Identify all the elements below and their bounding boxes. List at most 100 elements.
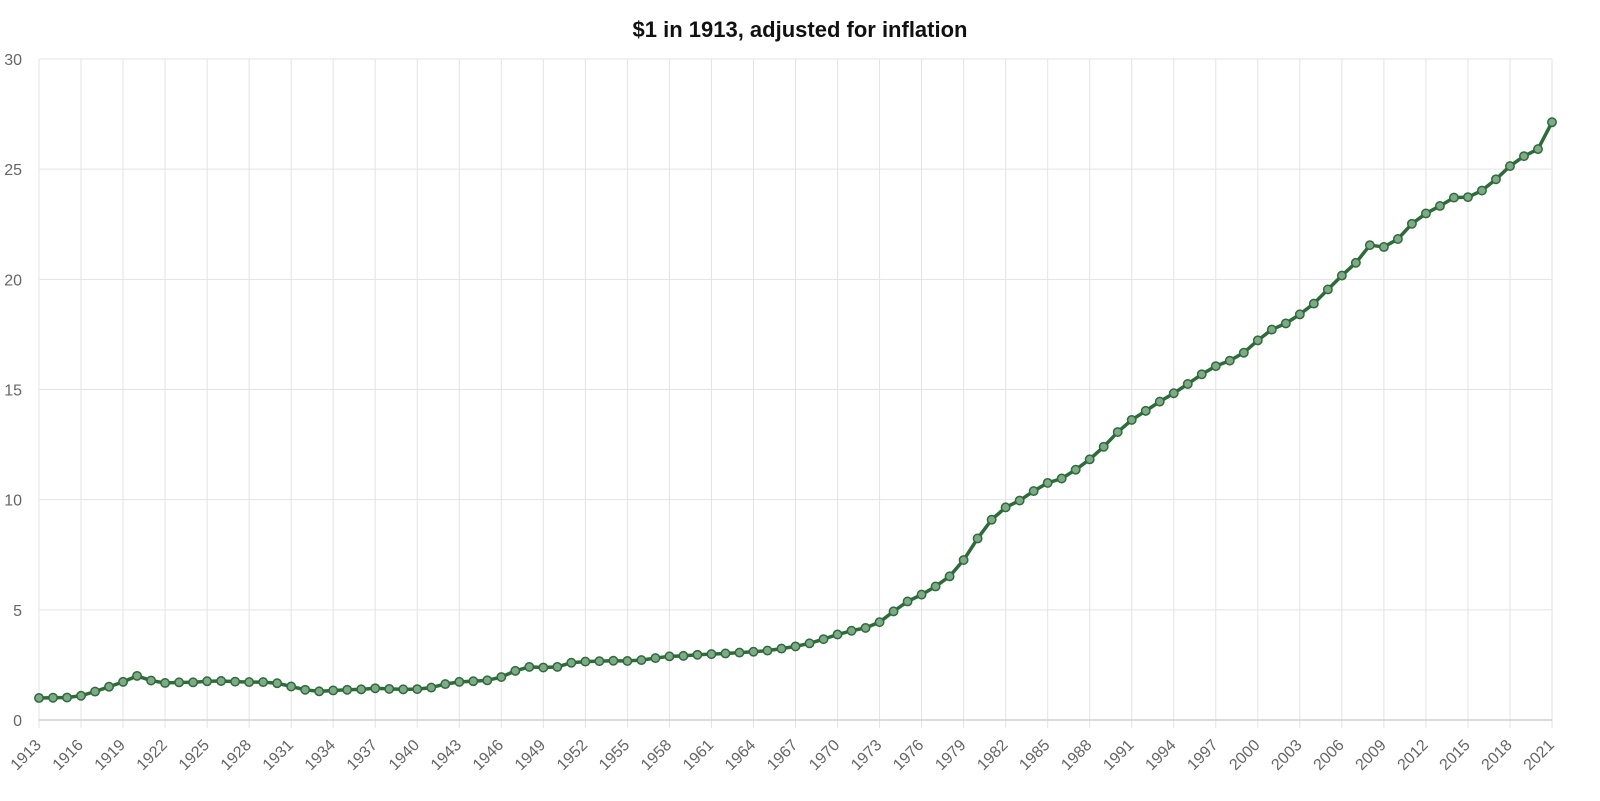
data-point	[1533, 144, 1543, 155]
data-point	[860, 622, 871, 633]
data-point	[1014, 495, 1025, 506]
data-point	[1378, 241, 1389, 252]
x-tick-label: 1955	[596, 737, 633, 774]
x-tick-label: 1949	[512, 737, 549, 774]
data-point	[384, 683, 395, 694]
data-point	[272, 678, 283, 689]
x-tick-label: 1982	[974, 737, 1011, 774]
x-tick-label: 1985	[1016, 737, 1053, 774]
data-point	[720, 648, 731, 659]
x-tick-label: 1970	[806, 737, 843, 774]
data-point	[1000, 502, 1011, 513]
data-point	[818, 634, 829, 645]
data-point	[34, 693, 44, 703]
x-tick-label: 2012	[1395, 737, 1432, 774]
x-tick-label: 1940	[386, 737, 423, 774]
x-tick-label: 1976	[890, 737, 927, 774]
chart-title: $1 in 1913, adjusted for inflation	[633, 17, 968, 42]
data-point	[1112, 427, 1123, 437]
data-point	[608, 655, 619, 666]
data-point	[258, 677, 269, 688]
data-point	[1070, 464, 1081, 475]
data-point	[1350, 257, 1361, 268]
data-point	[328, 685, 339, 696]
data-point	[1462, 192, 1473, 203]
x-tick-label: 1916	[50, 737, 87, 774]
data-point	[594, 656, 605, 667]
data-point	[1336, 270, 1347, 281]
data-point	[902, 596, 913, 607]
data-point	[1392, 234, 1403, 244]
x-tick-label: 2003	[1268, 737, 1305, 774]
data-point	[944, 571, 955, 582]
data-point	[636, 655, 647, 666]
x-tick-label: 1964	[722, 737, 759, 774]
data-point	[188, 677, 199, 688]
data-point	[118, 676, 129, 687]
data-point	[1308, 298, 1319, 309]
data-point	[762, 645, 773, 656]
data-point	[1042, 477, 1053, 488]
data-point	[1434, 201, 1445, 211]
data-point	[524, 661, 535, 672]
data-point	[1098, 441, 1109, 452]
x-tick-label: 1952	[554, 737, 591, 774]
y-tick-label: 5	[13, 603, 22, 620]
data-point	[1154, 396, 1165, 407]
data-point	[1056, 473, 1067, 484]
data-point	[286, 681, 297, 692]
x-tick-label: 1991	[1100, 737, 1137, 774]
data-point	[650, 653, 661, 664]
data-point	[958, 555, 969, 565]
data-point	[566, 657, 577, 668]
data-point	[972, 533, 983, 544]
data-point	[146, 675, 157, 686]
x-tick-label: 1961	[680, 737, 717, 774]
data-point	[62, 692, 72, 703]
data-point	[748, 646, 759, 657]
y-tick-label: 10	[4, 493, 22, 510]
data-point	[174, 677, 185, 688]
data-point	[370, 683, 381, 694]
data-point	[1491, 174, 1501, 185]
data-point	[580, 656, 591, 667]
data-point	[692, 649, 703, 660]
data-point	[426, 682, 437, 693]
data-point	[874, 617, 885, 628]
data-point	[622, 656, 633, 666]
data-point	[1519, 151, 1529, 162]
y-tick-label: 25	[4, 162, 22, 179]
data-point	[1266, 324, 1277, 335]
data-point	[440, 679, 451, 690]
x-tick-label: 1928	[218, 737, 255, 774]
x-tick-label: 1913	[8, 737, 45, 774]
y-tick-label: 30	[4, 52, 22, 69]
data-point	[1224, 355, 1235, 366]
data-point	[1406, 218, 1417, 229]
x-tick-label: 1925	[176, 737, 213, 774]
data-point	[1547, 117, 1557, 128]
data-point	[538, 662, 549, 673]
x-tick-label: 1934	[302, 737, 339, 774]
data-point	[846, 625, 857, 636]
x-tick-label: 1958	[638, 737, 675, 774]
data-point	[1140, 405, 1151, 416]
x-tick-label: 1943	[428, 737, 465, 774]
data-point	[1505, 161, 1515, 172]
data-point	[468, 676, 479, 687]
data-point	[1196, 369, 1207, 380]
data-point	[48, 692, 58, 703]
y-tick-labels: 0 5 10 15 20 25 30	[4, 52, 22, 730]
x-tick-label: 1919	[92, 737, 129, 774]
data-point	[230, 676, 241, 687]
data-point	[1168, 388, 1179, 399]
data-point	[132, 670, 143, 681]
data-point	[300, 684, 311, 695]
data-point	[790, 641, 801, 652]
x-tick-label: 1922	[134, 737, 171, 774]
x-tick-label: 2009	[1353, 737, 1390, 774]
data-point	[1084, 454, 1095, 465]
x-tick-label: 1946	[470, 737, 507, 774]
